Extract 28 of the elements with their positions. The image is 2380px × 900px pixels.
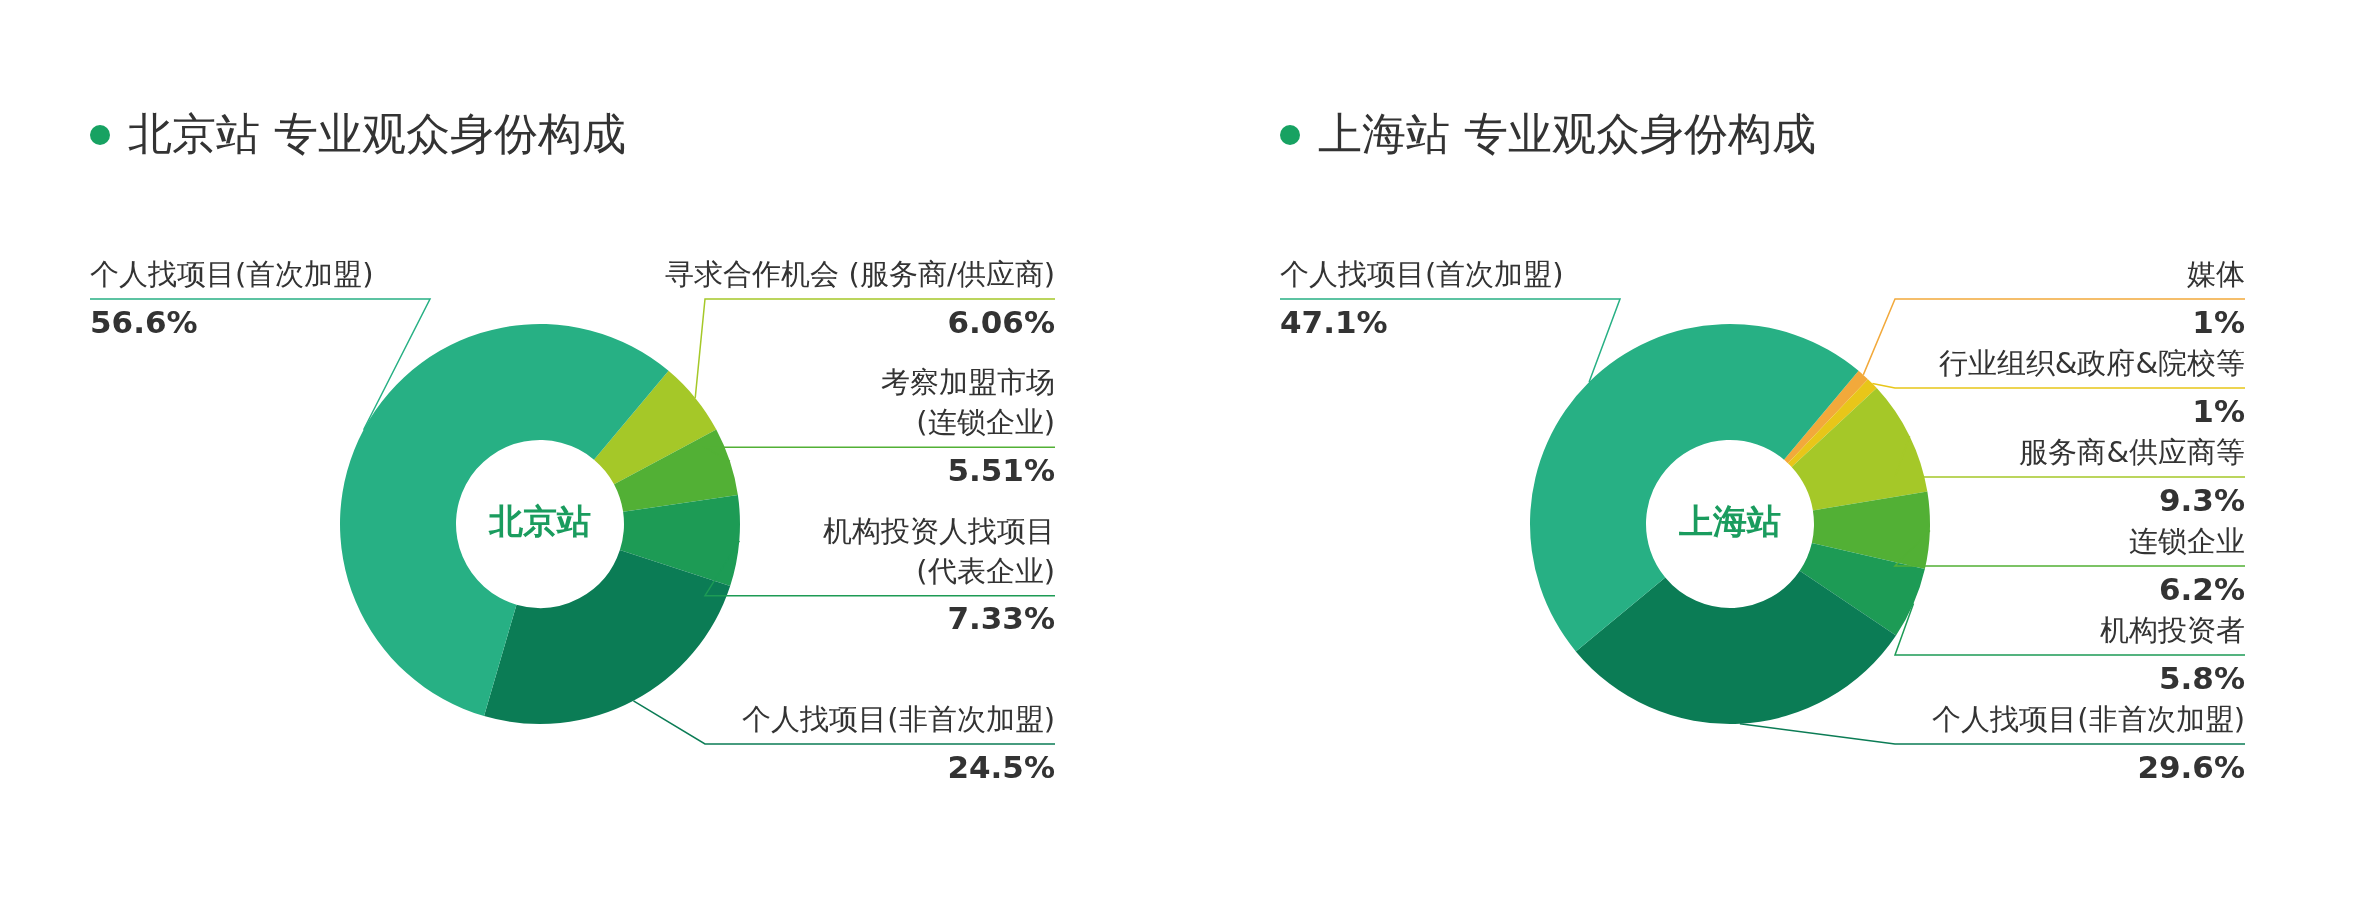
text: 上海站 — [1678, 500, 1781, 541]
slice-label: 连锁企业 — [2129, 524, 2245, 559]
data-label: 47.1% — [1280, 303, 1388, 340]
data-label: 9.3% — [2159, 481, 2245, 518]
data-label: 56.6% — [90, 303, 198, 340]
data-label: 6.2% — [2159, 570, 2245, 607]
data-label: 29.6% — [2137, 748, 2245, 785]
slice-label: 行业组织&政府&院校等 — [1938, 346, 2245, 381]
data-label: 1% — [2192, 303, 2245, 340]
data-label: 5.51% — [947, 451, 1055, 488]
slice-label: 个人找项目(首次加盟) — [90, 257, 374, 292]
slice-label: 个人找项目(首次加盟) — [1280, 257, 1564, 292]
slice-label: 媒体 — [2187, 257, 2245, 292]
slice-label: 机构投资人找项目 (代表企业) — [823, 513, 1055, 588]
data-label: 6.06% — [947, 303, 1055, 340]
data-label: 7.33% — [947, 600, 1055, 637]
slice-label: 个人找项目(非首次加盟) — [742, 702, 1055, 737]
slice-label: 寻求合作机会 (服务商/供应商) — [665, 257, 1055, 292]
slice-label: 个人找项目(非首次加盟) — [1932, 702, 2245, 737]
data-label: 5.8% — [2159, 659, 2245, 696]
data-label: 1% — [2192, 392, 2245, 429]
chart-title: 上海站 专业观众身份构成 — [1318, 107, 1816, 161]
slice-label: 服务商&供应商等 — [2019, 435, 2245, 470]
text: 北京站 — [488, 500, 591, 541]
data-label: 24.5% — [947, 748, 1055, 785]
chart-title: 北京站 专业观众身份构成 — [128, 107, 626, 161]
slice-label: 考察加盟市场 (连锁企业) — [881, 365, 1055, 440]
slice-label: 机构投资者 — [2100, 613, 2245, 648]
